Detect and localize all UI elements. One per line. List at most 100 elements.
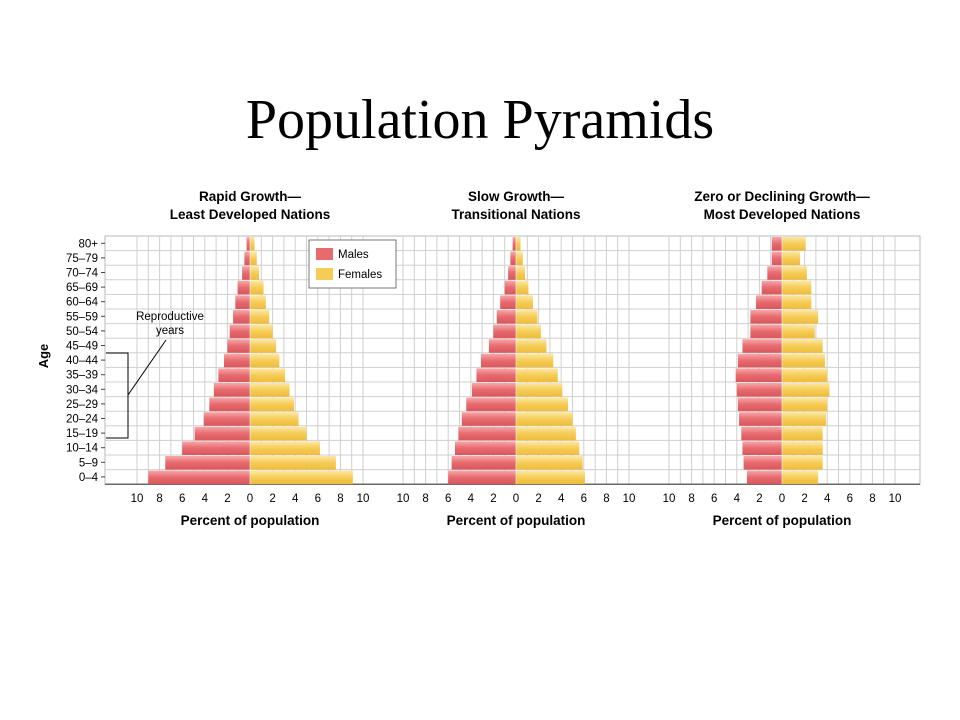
x-tick-label: 10 — [889, 493, 902, 505]
bar-female — [782, 426, 823, 441]
x-axis-label: Percent of population — [447, 513, 586, 528]
bar-male — [504, 280, 516, 295]
x-tick-label: 8 — [688, 493, 694, 505]
age-label: 55–59 — [66, 311, 98, 323]
bar-female — [782, 412, 827, 426]
bar-male — [742, 339, 782, 353]
x-tick-label: 2 — [224, 493, 230, 505]
bar-male — [466, 397, 516, 412]
age-label: 80+ — [78, 238, 98, 250]
chart-title: Zero or Declining Growth— — [694, 189, 870, 204]
x-tick-label: 8 — [603, 493, 609, 505]
bar-male — [246, 237, 250, 251]
bar-female — [782, 237, 806, 251]
x-tick-label: 2 — [535, 493, 541, 505]
bar-female — [782, 310, 819, 324]
bar-female — [250, 324, 273, 339]
bar-female — [782, 266, 807, 280]
bar-female — [250, 470, 353, 485]
bar-female — [516, 280, 529, 295]
x-tick-label: 0 — [513, 493, 519, 505]
bar-male — [237, 280, 250, 295]
age-label: 10–14 — [66, 443, 99, 455]
x-tick-label: 6 — [581, 493, 587, 505]
bar-male — [737, 397, 782, 412]
bar-male — [771, 237, 782, 251]
bar-female — [782, 353, 825, 368]
age-label: 50–54 — [66, 326, 99, 338]
reproductive-label: years — [156, 325, 184, 337]
bar-male — [739, 412, 782, 426]
bar-female — [250, 426, 307, 441]
bar-female — [782, 280, 812, 295]
bar-female — [516, 324, 541, 339]
bar-male — [767, 266, 782, 280]
bar-male — [493, 324, 516, 339]
x-tick-label: 0 — [247, 493, 253, 505]
bar-male — [743, 456, 782, 470]
bar-male — [736, 383, 782, 397]
bar-male — [148, 470, 250, 485]
bar-female — [782, 397, 828, 412]
bar-female — [516, 397, 568, 412]
bar-male — [242, 266, 250, 280]
bar-female — [250, 266, 260, 280]
bar-female — [250, 456, 336, 470]
bar-male — [244, 251, 250, 266]
x-tick-label: 10 — [357, 493, 370, 505]
bar-male — [227, 339, 250, 353]
chart-title: Least Developed Nations — [170, 207, 331, 222]
legend-swatch-males — [316, 248, 333, 260]
x-tick-label: 6 — [315, 493, 321, 505]
age-label: 15–19 — [66, 428, 98, 440]
bar-female — [516, 470, 585, 485]
x-tick-label: 8 — [156, 493, 162, 505]
age-label: 75–79 — [66, 253, 98, 265]
bar-male — [233, 310, 250, 324]
y-axis-label: Age — [36, 344, 51, 369]
bar-female — [250, 280, 264, 295]
bar-female — [516, 456, 583, 470]
chart-title: Most Developed Nations — [704, 207, 861, 222]
bar-male — [488, 339, 516, 353]
bar-female — [250, 353, 280, 368]
bar-female — [516, 339, 547, 353]
bar-female — [782, 295, 812, 309]
x-tick-label: 10 — [623, 493, 636, 505]
bar-male — [213, 383, 250, 397]
age-label: 25–29 — [66, 399, 98, 411]
bar-male — [771, 251, 782, 266]
bar-male — [203, 412, 250, 426]
bar-male — [224, 353, 250, 368]
bar-male — [194, 426, 250, 441]
x-tick-label: 4 — [558, 493, 565, 505]
x-tick-label: 10 — [397, 493, 410, 505]
bar-male — [761, 280, 782, 295]
bar-male — [471, 383, 516, 397]
bar-male — [742, 441, 782, 455]
bar-female — [250, 237, 255, 251]
x-tick-label: 10 — [131, 493, 144, 505]
x-tick-label: 6 — [445, 493, 451, 505]
x-axis-label: Percent of population — [181, 513, 320, 528]
bar-female — [516, 353, 554, 368]
reproductive-label: Reproductive — [136, 311, 204, 323]
bar-female — [250, 310, 270, 324]
bar-female — [516, 295, 533, 309]
chart-title: Rapid Growth— — [199, 189, 301, 204]
bar-female — [782, 383, 830, 397]
bar-female — [782, 441, 823, 455]
bar-female — [250, 251, 257, 266]
bar-female — [782, 324, 815, 339]
legend-label-females: Females — [338, 269, 382, 281]
age-label: 35–39 — [66, 370, 98, 382]
bar-male — [235, 295, 250, 309]
x-tick-label: 4 — [468, 493, 475, 505]
age-label: 20–24 — [66, 414, 99, 426]
bar-male — [165, 456, 250, 470]
x-tick-label: 6 — [179, 493, 185, 505]
bar-male — [735, 368, 782, 382]
x-tick-label: 2 — [269, 493, 275, 505]
reproductive-leader-line — [127, 339, 167, 396]
